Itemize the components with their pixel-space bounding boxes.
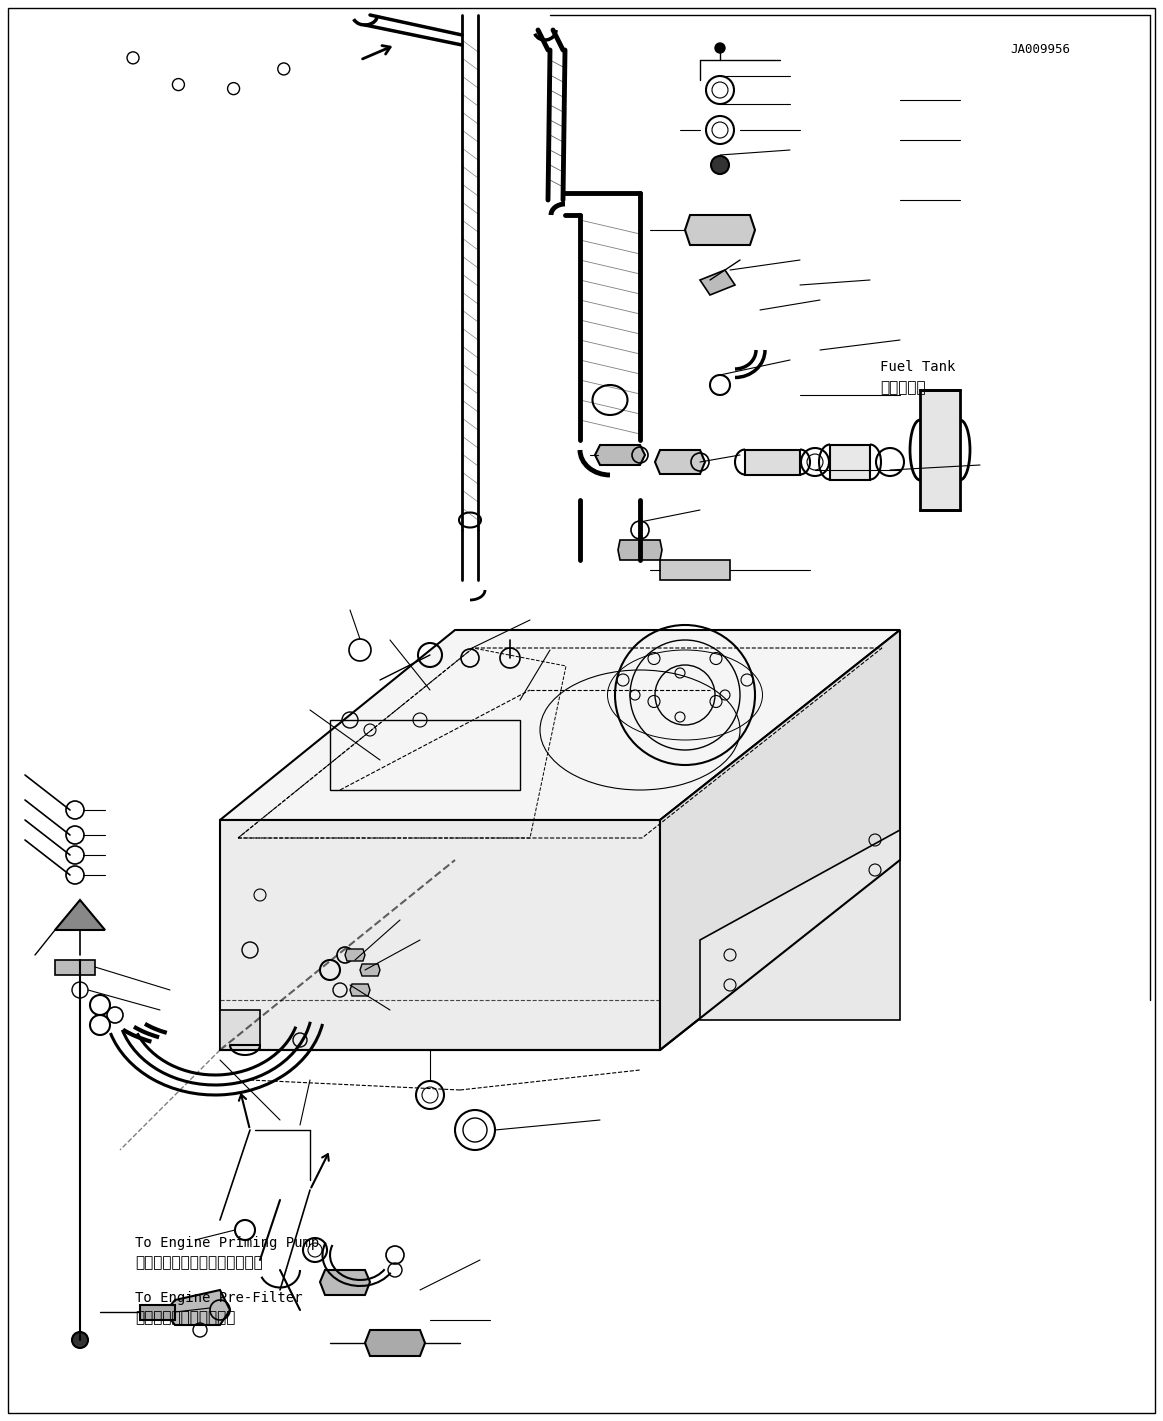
Polygon shape bbox=[595, 445, 645, 465]
Text: Fuel Tank: Fuel Tank bbox=[880, 360, 955, 374]
Polygon shape bbox=[700, 830, 900, 1020]
Polygon shape bbox=[55, 899, 105, 929]
Polygon shape bbox=[830, 445, 870, 480]
Polygon shape bbox=[320, 1270, 370, 1295]
Circle shape bbox=[715, 43, 725, 53]
Polygon shape bbox=[220, 630, 900, 820]
Polygon shape bbox=[220, 820, 659, 1050]
Text: To Engine Priming Pump: To Engine Priming Pump bbox=[135, 1236, 320, 1250]
Polygon shape bbox=[365, 1330, 424, 1356]
Text: JA009956: JA009956 bbox=[1009, 43, 1070, 55]
Polygon shape bbox=[685, 215, 755, 244]
Polygon shape bbox=[220, 1010, 261, 1050]
Polygon shape bbox=[350, 983, 370, 996]
Polygon shape bbox=[140, 1304, 174, 1320]
Circle shape bbox=[711, 156, 729, 173]
Polygon shape bbox=[618, 540, 662, 560]
Text: To Engine Pre-Filter: To Engine Pre-Filter bbox=[135, 1292, 302, 1304]
Polygon shape bbox=[165, 1290, 230, 1324]
Text: エンジンプレフィルタヘ: エンジンプレフィルタヘ bbox=[135, 1310, 235, 1324]
Text: エンジンプライミングポンプヘ: エンジンプライミングポンプヘ bbox=[135, 1255, 263, 1270]
Polygon shape bbox=[345, 949, 365, 961]
Polygon shape bbox=[55, 961, 95, 975]
Polygon shape bbox=[745, 450, 800, 475]
Polygon shape bbox=[655, 450, 705, 475]
Polygon shape bbox=[920, 389, 959, 510]
Polygon shape bbox=[659, 560, 730, 580]
Text: 燃料タンク: 燃料タンク bbox=[880, 379, 926, 395]
Polygon shape bbox=[361, 963, 380, 976]
Polygon shape bbox=[659, 630, 900, 1050]
Circle shape bbox=[72, 1331, 88, 1349]
Polygon shape bbox=[700, 270, 735, 296]
